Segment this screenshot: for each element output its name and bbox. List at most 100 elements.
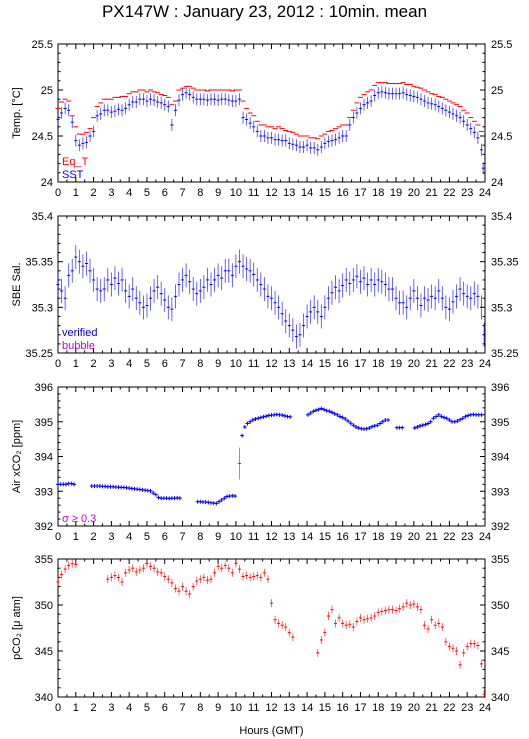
- y-axis-label: Air xCO₂ [ppm]: [11, 420, 23, 493]
- data-point: [415, 424, 420, 429]
- data-point: [426, 288, 430, 313]
- data-point: [177, 496, 182, 501]
- data-point: [95, 109, 99, 122]
- x-tick-label: 3: [108, 702, 114, 714]
- data-point: [120, 267, 124, 292]
- data-point: [398, 290, 402, 315]
- y-tick-label-right: 392: [491, 521, 509, 533]
- data-point: [348, 620, 352, 629]
- chart-title: PX147W : January 23, 2012 : 10min. mean: [101, 2, 428, 21]
- data-point: [469, 286, 473, 311]
- data-point: [319, 141, 323, 154]
- data-point: [305, 304, 309, 329]
- x-tick-label: 1: [73, 187, 79, 199]
- data-point: [134, 567, 138, 576]
- data-point: [227, 94, 231, 107]
- x-tick-label: 2: [91, 702, 97, 714]
- series-pco2: [56, 559, 486, 699]
- data-point: [198, 278, 202, 303]
- x-tick-label: 4: [126, 702, 132, 714]
- data-point: [447, 297, 451, 322]
- data-point: [369, 267, 373, 292]
- x-tick-label: 3: [108, 187, 114, 199]
- data-point: [245, 256, 249, 281]
- data-point: [184, 587, 188, 596]
- data-point: [428, 419, 433, 424]
- data-point: [380, 607, 384, 616]
- data-point: [259, 573, 263, 582]
- data-point: [387, 605, 391, 614]
- data-point: [426, 96, 430, 109]
- data-point: [479, 295, 483, 320]
- x-tick-label: 12: [265, 358, 277, 370]
- x-tick-label: 23: [461, 702, 473, 714]
- data-point: [116, 103, 120, 116]
- data-point: [159, 281, 163, 306]
- data-point: [209, 575, 213, 584]
- x-tick-label: 12: [265, 702, 277, 714]
- data-point: [173, 284, 177, 309]
- data-point: [423, 422, 428, 427]
- data-point: [113, 571, 117, 580]
- data-point: [127, 566, 131, 575]
- data-point: [476, 641, 480, 650]
- data-point: [131, 277, 135, 302]
- x-tick-label: 0: [55, 531, 61, 543]
- data-point: [106, 104, 110, 117]
- data-point: [248, 419, 253, 424]
- x-tick-label: 20: [408, 531, 420, 543]
- data-point: [70, 258, 74, 283]
- x-tick-label: 21: [426, 358, 438, 370]
- data-point: [356, 426, 361, 431]
- x-tick-label: 13: [283, 187, 295, 199]
- data-point: [195, 93, 199, 106]
- data-point: [81, 137, 85, 150]
- data-point: [380, 269, 384, 294]
- data-point: [465, 118, 469, 131]
- x-tick-label: 18: [372, 702, 384, 714]
- data-point: [152, 564, 156, 573]
- data-point: [220, 266, 224, 291]
- data-point: [373, 272, 377, 297]
- data-point: [323, 137, 327, 150]
- data-point: [340, 415, 345, 420]
- data-point: [177, 272, 181, 297]
- data-point: [284, 309, 288, 334]
- data-point: [248, 258, 252, 283]
- data-point: [213, 93, 217, 106]
- x-tick-label: 22: [443, 702, 455, 714]
- data-point: [337, 613, 341, 622]
- data-point: [355, 107, 359, 119]
- data-point: [138, 290, 142, 315]
- y-tick-label-right: 396: [491, 382, 509, 394]
- x-tick-label: 17: [354, 531, 366, 543]
- data-point: [77, 249, 81, 274]
- y-tick-label-left: 392: [35, 521, 53, 533]
- x-tick-label: 22: [443, 531, 455, 543]
- data-point: [266, 131, 270, 144]
- data-point: [230, 568, 234, 577]
- data-point: [458, 277, 462, 302]
- x-tick-label: 2: [91, 358, 97, 370]
- data-point: [151, 490, 156, 495]
- x-tick-label: 24: [479, 358, 491, 370]
- data-point: [109, 573, 113, 582]
- data-point: [400, 425, 405, 430]
- data-point: [444, 416, 449, 421]
- x-tick-label: 8: [197, 702, 203, 714]
- data-point: [376, 267, 380, 292]
- data-point: [67, 263, 71, 288]
- series-sst: [56, 85, 485, 175]
- data-point: [248, 573, 252, 582]
- data-point: [376, 86, 380, 99]
- data-point: [326, 612, 330, 621]
- data-point: [56, 578, 60, 586]
- data-point: [341, 130, 345, 142]
- x-tick-label: 11: [248, 358, 259, 370]
- data-point: [213, 568, 217, 577]
- data-point: [127, 98, 131, 111]
- data-point: [177, 94, 181, 107]
- data-point: [216, 263, 220, 288]
- data-point: [344, 621, 348, 630]
